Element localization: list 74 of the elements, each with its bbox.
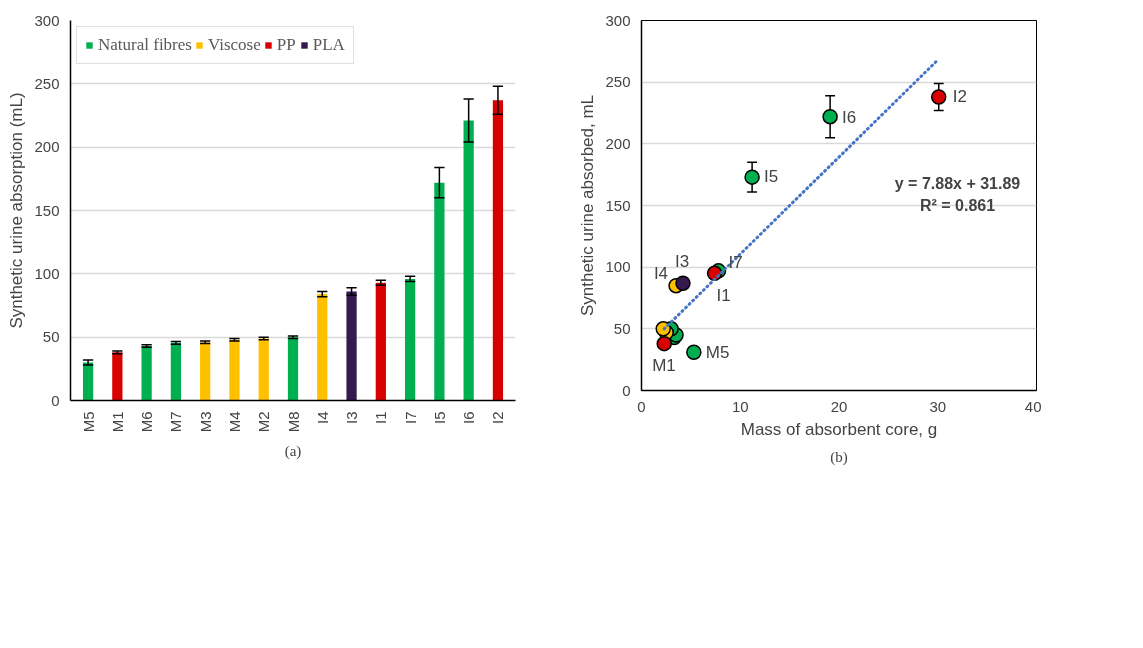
point	[822, 108, 838, 125]
y-tick-label: 100	[605, 258, 631, 276]
point	[675, 275, 691, 291]
x-tick-label: M8	[284, 411, 302, 433]
x-tick-label: M4	[225, 411, 243, 433]
text: (b)	[830, 448, 848, 466]
x-tick-label: M6	[138, 411, 156, 433]
bar	[141, 346, 152, 401]
y-tick-label: 0	[622, 381, 631, 399]
bar	[492, 100, 504, 401]
y-axis-title: Synthetic urine absorbed, mL	[578, 94, 598, 317]
y-tick-label: 200	[34, 138, 60, 156]
bar	[200, 342, 211, 401]
x-tick-label: 40	[1024, 397, 1042, 415]
annotation: R² = 0.861	[919, 196, 996, 214]
x-tick-label: 0	[637, 397, 646, 415]
annotation: I3	[674, 252, 690, 272]
annotation: M1	[652, 356, 676, 376]
annotation: I1	[716, 286, 731, 306]
y-tick-label: 50	[42, 328, 60, 346]
y-tick-label: 150	[34, 201, 60, 219]
point	[744, 169, 760, 185]
annotation: y = 7.88x + 31.89	[894, 174, 1021, 192]
annotation: I4	[653, 264, 669, 284]
annotation: I5	[764, 167, 779, 187]
annotation: I6	[842, 107, 857, 127]
x-tick-label: M1	[108, 411, 126, 433]
bar	[258, 338, 269, 401]
annotation: M5	[705, 343, 730, 363]
x-tick-label: M5	[79, 411, 97, 433]
legend-label: PP	[276, 35, 297, 55]
y-tick-label: 100	[34, 264, 60, 282]
x-tick-label: 20	[830, 397, 848, 415]
bar	[463, 120, 474, 401]
y-tick-label: 300	[605, 11, 631, 29]
x-tick-label: I2	[489, 411, 507, 425]
bar	[229, 339, 240, 401]
x-tick-label: I7	[401, 411, 419, 425]
bar	[82, 362, 94, 401]
legend-label: PLA	[312, 35, 345, 55]
bar	[434, 182, 445, 401]
annotation: I2	[952, 87, 967, 107]
x-tick-label: M2	[255, 411, 273, 433]
y-tick-label: 250	[605, 73, 631, 91]
bar	[287, 337, 299, 401]
y-tick-label: 200	[605, 134, 631, 152]
x-axis-title: Mass of absorbent core, g	[740, 419, 938, 439]
bar	[112, 352, 123, 401]
legend-label: Viscose	[207, 35, 261, 55]
x-tick-label: 10	[731, 397, 749, 415]
bar	[170, 342, 182, 401]
annotation: I7	[728, 253, 743, 273]
x-tick-label: M7	[167, 411, 185, 433]
y-axis-title: Synthetic urine absorption (mL)	[7, 92, 27, 329]
y-tick-label: 150	[605, 196, 631, 214]
x-tick-label: I3	[343, 411, 361, 425]
x-tick-label: M3	[196, 411, 214, 433]
x-tick-label: I6	[460, 411, 478, 425]
bar	[346, 291, 357, 401]
bar	[375, 282, 386, 401]
x-tick-label: I4	[313, 411, 331, 425]
x-tick-label: I1	[372, 411, 390, 425]
y-tick-label: 50	[613, 319, 631, 337]
bar	[404, 278, 416, 401]
text: (a)	[284, 442, 302, 460]
bar	[317, 294, 328, 401]
x-tick-label: 30	[929, 397, 947, 415]
point	[686, 344, 702, 360]
point	[930, 89, 947, 105]
legend-label: Natural fibres	[98, 35, 192, 55]
y-tick-label: 250	[34, 74, 60, 92]
y-tick-label: 300	[34, 11, 60, 29]
x-tick-label: I5	[430, 411, 448, 425]
point	[656, 335, 672, 352]
